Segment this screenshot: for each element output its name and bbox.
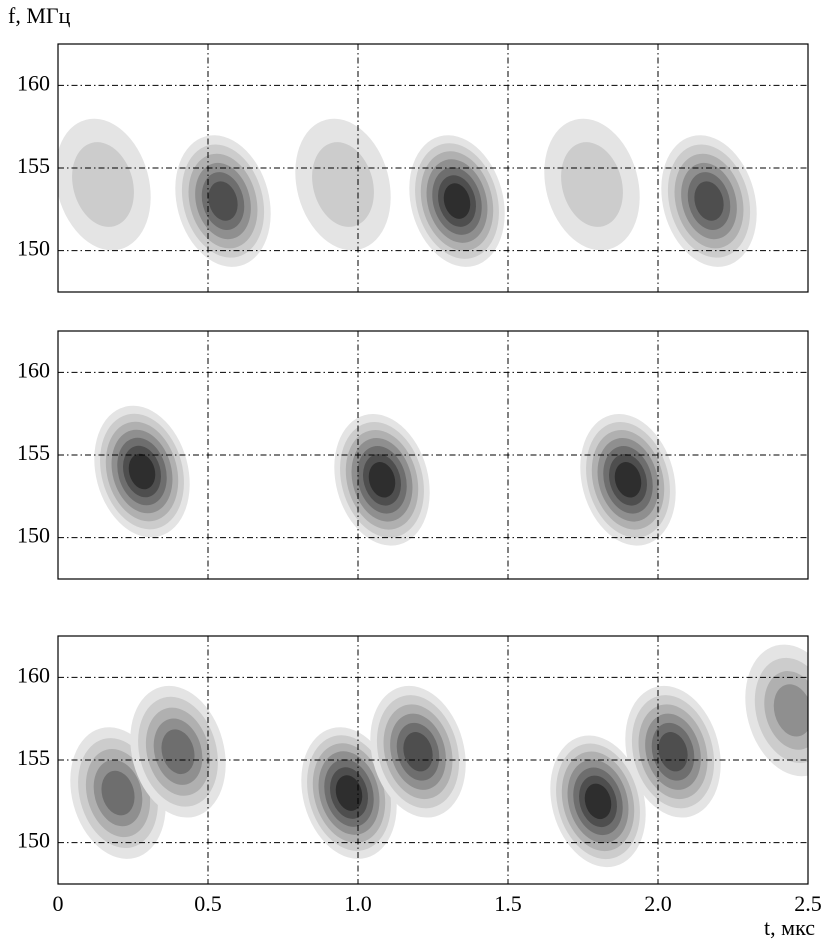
contour-peak xyxy=(745,644,808,777)
plot-frame xyxy=(57,635,809,885)
contour-level xyxy=(584,783,612,820)
contour-peak xyxy=(580,413,676,546)
y-tick-label: 150 xyxy=(17,523,50,548)
x-tick-label: 2.5 xyxy=(794,891,822,916)
y-tick-label: 150 xyxy=(17,236,50,261)
x-tick-label: 0 xyxy=(53,891,64,916)
y-tick-label: 150 xyxy=(17,828,50,853)
contour-level xyxy=(335,775,363,811)
plot-frame xyxy=(57,43,809,293)
contour-peak xyxy=(70,727,166,859)
y-tick-label: 160 xyxy=(17,70,50,95)
contour-level xyxy=(368,462,396,498)
plot-frame xyxy=(57,330,809,580)
plot-area xyxy=(70,644,808,868)
contour-peak xyxy=(370,685,466,818)
contour-peak xyxy=(94,405,190,538)
y-tick-label: 155 xyxy=(17,745,50,770)
x-tick-label: 0.5 xyxy=(194,891,222,916)
contour-peak xyxy=(295,118,391,251)
contour-peak xyxy=(334,413,430,546)
contour-peak xyxy=(625,685,721,818)
contour-peak xyxy=(550,735,646,868)
contour-level xyxy=(614,462,642,498)
plot-area xyxy=(94,405,676,546)
contour-level xyxy=(208,181,238,221)
y-axis-label: f, МГц xyxy=(8,3,71,28)
y-tick-label: 160 xyxy=(17,357,50,382)
x-tick-label: 2.0 xyxy=(644,891,672,916)
contour-peak xyxy=(409,135,505,267)
y-tick-label: 155 xyxy=(17,153,50,178)
y-tick-label: 160 xyxy=(17,662,50,687)
contour-level xyxy=(72,142,134,227)
x-tick-label: 1.0 xyxy=(344,891,372,916)
x-tick-label: 1.5 xyxy=(494,891,522,916)
contour-peak xyxy=(130,685,226,818)
plot-area xyxy=(58,118,757,267)
x-axis-label: t, мкс xyxy=(764,915,815,940)
contour-level xyxy=(443,183,471,219)
contour-level xyxy=(312,142,374,227)
contour-peak xyxy=(58,118,151,251)
contour-peak xyxy=(661,135,757,267)
contour-level xyxy=(694,181,724,221)
contour-level xyxy=(128,453,156,490)
contour-level xyxy=(773,684,808,737)
contour-level xyxy=(403,732,433,772)
contour-peak xyxy=(544,118,640,251)
contour-level xyxy=(561,142,623,227)
contour-level xyxy=(101,770,135,816)
contour-level xyxy=(658,732,688,772)
contour-peak xyxy=(175,135,271,267)
contour-level xyxy=(161,729,195,775)
y-tick-label: 155 xyxy=(17,440,50,465)
